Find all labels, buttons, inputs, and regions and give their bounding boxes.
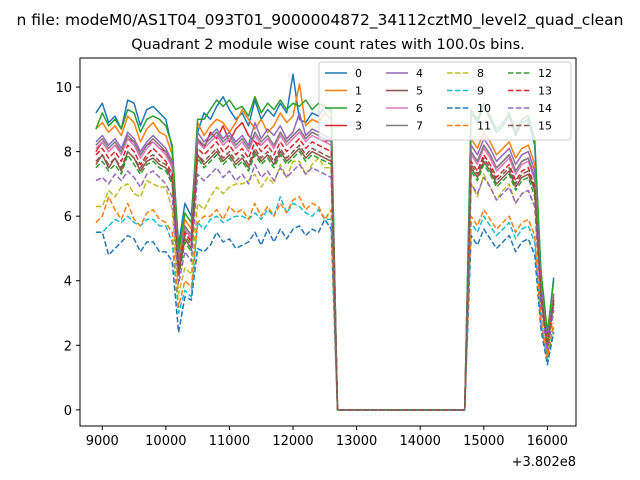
- y-tick-label: 4: [64, 275, 72, 290]
- legend-label-5: 5: [416, 85, 423, 98]
- x-tick-label: 16000: [527, 434, 568, 449]
- y-tick-label: 8: [64, 146, 72, 161]
- legend-label-11: 11: [477, 120, 491, 133]
- legend-label-13: 13: [538, 85, 552, 98]
- x-tick-label: 13000: [336, 434, 377, 449]
- y-axis: 0 2 4 6 8 10: [55, 81, 80, 419]
- x-tick-label: 9000: [86, 434, 119, 449]
- x-offset-label: +3.802e8: [512, 455, 576, 470]
- legend-label-7: 7: [416, 120, 423, 133]
- legend-label-8: 8: [477, 67, 484, 80]
- x-tick-label: 12000: [272, 434, 313, 449]
- series-line-2: [95, 95, 555, 411]
- legend-label-3: 3: [355, 120, 362, 133]
- figure-suptitle: n file: modeM0/AS1T04_093T01_9000004872_…: [17, 11, 624, 30]
- chart-title: Quadrant 2 module wise count rates with …: [131, 37, 525, 53]
- legend-label-1: 1: [355, 85, 362, 98]
- y-tick-label: 6: [64, 210, 72, 225]
- legend-label-4: 4: [416, 67, 423, 80]
- legend-label-10: 10: [477, 102, 491, 115]
- y-tick-label: 10: [55, 81, 72, 96]
- series-line-10: [95, 218, 555, 411]
- x-tick-label: 14000: [400, 434, 441, 449]
- x-tick-label: 11000: [209, 434, 250, 449]
- legend-label-9: 9: [477, 85, 484, 98]
- x-axis: 9000 10000 11000 12000 13000 14000 15000 16000: [86, 426, 568, 449]
- plot-frame: [79, 57, 577, 427]
- series-line-12: [95, 150, 555, 411]
- y-tick-label: 2: [64, 339, 72, 354]
- series-line-5: [95, 147, 555, 411]
- legend-label-14: 14: [538, 102, 552, 115]
- series-line-13: [95, 137, 555, 411]
- series-line-8: [95, 157, 555, 411]
- series-line-14: [95, 163, 555, 411]
- series-line-15: [95, 144, 555, 411]
- y-tick-label: 0: [64, 404, 72, 419]
- legend-box: [318, 61, 572, 141]
- legend-label-0: 0: [355, 67, 362, 80]
- series-line-3: [95, 121, 555, 411]
- series-line-9: [95, 196, 555, 411]
- legend-label-2: 2: [355, 102, 362, 115]
- legend-label-15: 15: [538, 120, 552, 133]
- x-tick-label: 10000: [145, 434, 186, 449]
- series-line-11: [95, 196, 555, 411]
- x-tick-label: 15000: [463, 434, 504, 449]
- legend-label-6: 6: [416, 102, 423, 115]
- legend-label-12: 12: [538, 67, 552, 80]
